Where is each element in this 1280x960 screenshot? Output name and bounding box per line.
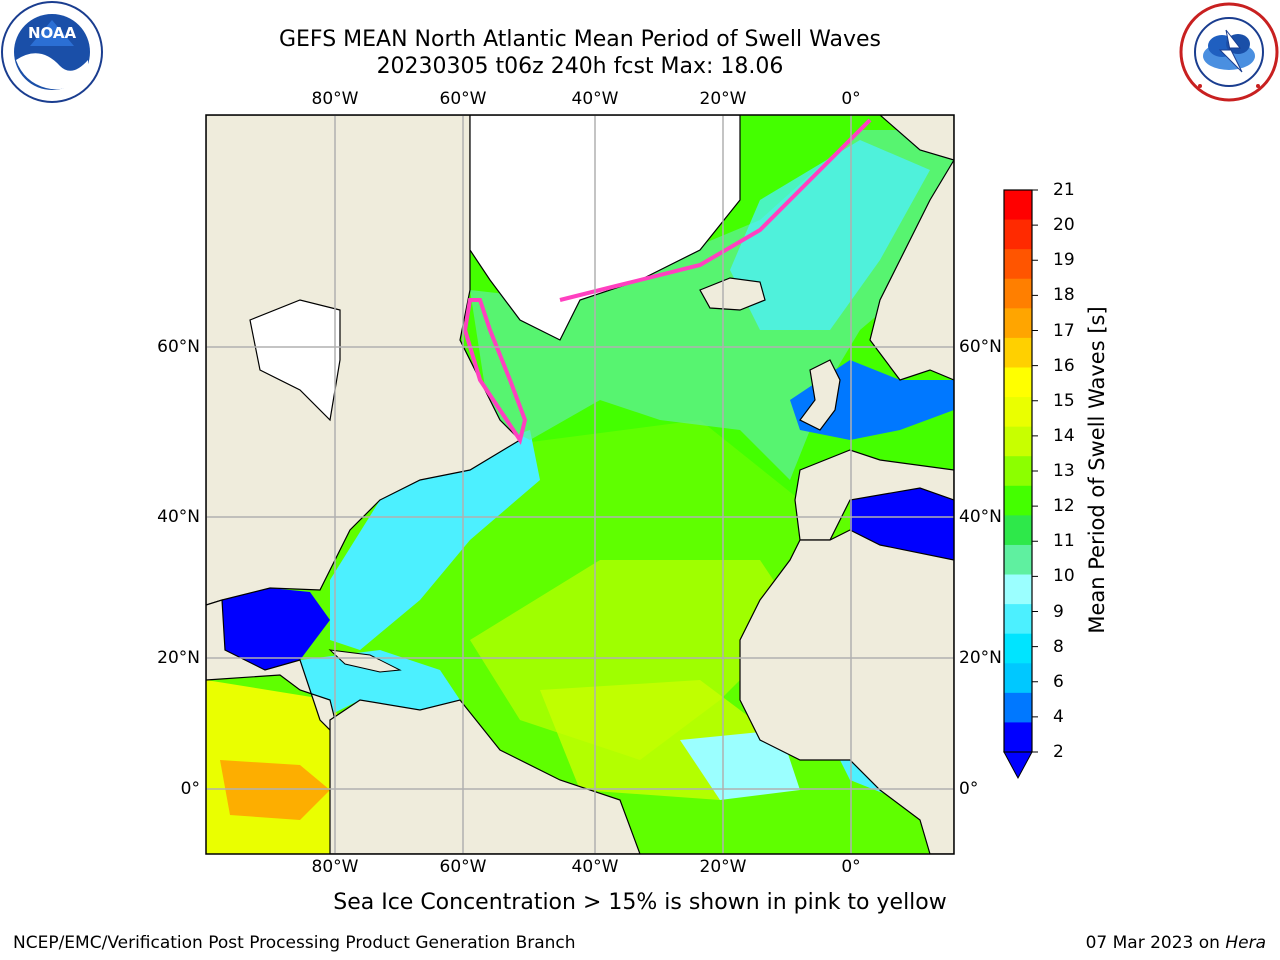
colorbar-swatch (1004, 337, 1032, 368)
colorbar-swatch (1004, 485, 1032, 516)
lon-label-bottom: 60°W (439, 857, 487, 877)
lon-label-top: 0° (841, 89, 861, 109)
colorbar-tick-label: 13 (1053, 461, 1075, 481)
colorbar-tick-label: 15 (1053, 390, 1075, 411)
colorbar-swatch (1004, 633, 1032, 664)
swell-field-cyan-eq (680, 730, 800, 800)
land-south-america (329, 699, 641, 854)
land-cuba (328, 649, 402, 673)
lon-label-top: 80°W (311, 89, 359, 109)
swell-field-orange (220, 760, 330, 820)
lat-label-right: 40°N (959, 507, 1002, 527)
colorbar-tick-label: 11 (1053, 531, 1075, 552)
swell-field-gulf-blue (222, 588, 330, 670)
land-north-america (206, 115, 521, 606)
map-frame (205, 114, 955, 855)
sea-ice-edge (462, 118, 872, 445)
swell-field-cyan-ne (730, 140, 930, 330)
lon-label-top: 40°W (571, 89, 619, 109)
chart-subtitle-run: 20230305 t06z 240h fcst Max: 18.06 (376, 54, 784, 79)
colorbar-swatch (1004, 397, 1032, 428)
footer-credit: NCEP/EMC/Verification Post Processing Pr… (13, 933, 576, 953)
colorbar-swatch (1004, 722, 1032, 753)
colorbar-swatch (1004, 515, 1032, 546)
land-greenland (469, 115, 741, 341)
lat-label-right: 60°N (959, 337, 1002, 357)
lat-label-right: 0° (959, 779, 979, 799)
colorbar-tick-label: 16 (1053, 355, 1075, 376)
colorbar-tick-label: 2 (1053, 742, 1064, 762)
land-europe (869, 115, 954, 381)
chart-title: GEFS MEAN North Atlantic Mean Period of … (278, 27, 881, 52)
colorbar-tick-label: 20 (1053, 215, 1075, 236)
footer-date: 07 Mar 2023 on Hera (1086, 933, 1266, 953)
footer-date-text: 07 Mar 2023 on (1085, 933, 1220, 953)
swell-field-cyan-west (330, 430, 540, 650)
colorbar-swatch (1004, 278, 1032, 309)
lat-label-left: 60°N (157, 337, 200, 357)
lon-label-bottom: 80°W (311, 857, 359, 877)
colorbar-swatch (1004, 456, 1032, 487)
colorbar-swatch (1004, 663, 1032, 694)
colorbar (1003, 189, 1038, 780)
lat-label-left: 40°N (157, 507, 200, 527)
colorbar-tick-label: 21 (1053, 180, 1075, 200)
land-africa (739, 529, 954, 854)
land-uk (799, 359, 841, 431)
colorbar-tick-label: 18 (1053, 285, 1075, 306)
noaa-logo: NOAA (0, 0, 104, 104)
footer-host: Hera (1225, 933, 1266, 953)
colorbar-tick-label: 10 (1053, 566, 1075, 587)
colorbar-tick-label: 4 (1053, 706, 1064, 727)
colorbar-swatch (1004, 367, 1032, 398)
colorbar-tick-label: 8 (1053, 636, 1064, 657)
lon-label-top: 60°W (439, 89, 487, 109)
lon-label-bottom: 0° (841, 857, 861, 877)
colorbar-swatch (1004, 692, 1032, 723)
colorbar-swatch (1004, 249, 1032, 280)
land-iceland (699, 277, 766, 311)
swell-field-caribbean (300, 650, 460, 720)
lon-label-bottom: 20°W (699, 857, 747, 877)
lat-label-right: 20°N (959, 648, 1002, 668)
lon-label-top: 20°W (699, 89, 747, 109)
colorbar-swatch (1004, 426, 1032, 457)
colorbar-extend-arrow (1003, 751, 1033, 780)
colorbar-title: Mean Period of Swell Waves [s] (1085, 306, 1109, 634)
colorbar-tick-label: 6 (1053, 671, 1064, 692)
lat-label-left: 20°N (157, 648, 200, 668)
graticule (206, 115, 954, 854)
colorbar-swatch (1004, 190, 1032, 221)
colorbar-swatch (1004, 574, 1032, 605)
lon-label-bottom: 40°W (571, 857, 619, 877)
colorbar-tick-label: 9 (1053, 601, 1064, 622)
colorbar-tick-label: 17 (1053, 320, 1075, 341)
nws-logo (1178, 0, 1280, 104)
colorbar-tick-label: 12 (1053, 496, 1075, 517)
sea-ice-note: Sea Ice Concentration > 15% is shown in … (333, 890, 947, 915)
noaa-logo-text: NOAA (28, 24, 77, 42)
colorbar-swatch (1004, 308, 1032, 339)
colorbar-swatch (1004, 604, 1032, 635)
lat-label-left: 0° (180, 779, 200, 799)
colorbar-tick-label: 19 (1053, 250, 1075, 271)
colorbar-swatch (1004, 544, 1032, 576)
colorbar-tick-label: 14 (1053, 425, 1075, 446)
colorbar-swatch (1004, 219, 1032, 250)
swell-field-med (850, 488, 954, 560)
